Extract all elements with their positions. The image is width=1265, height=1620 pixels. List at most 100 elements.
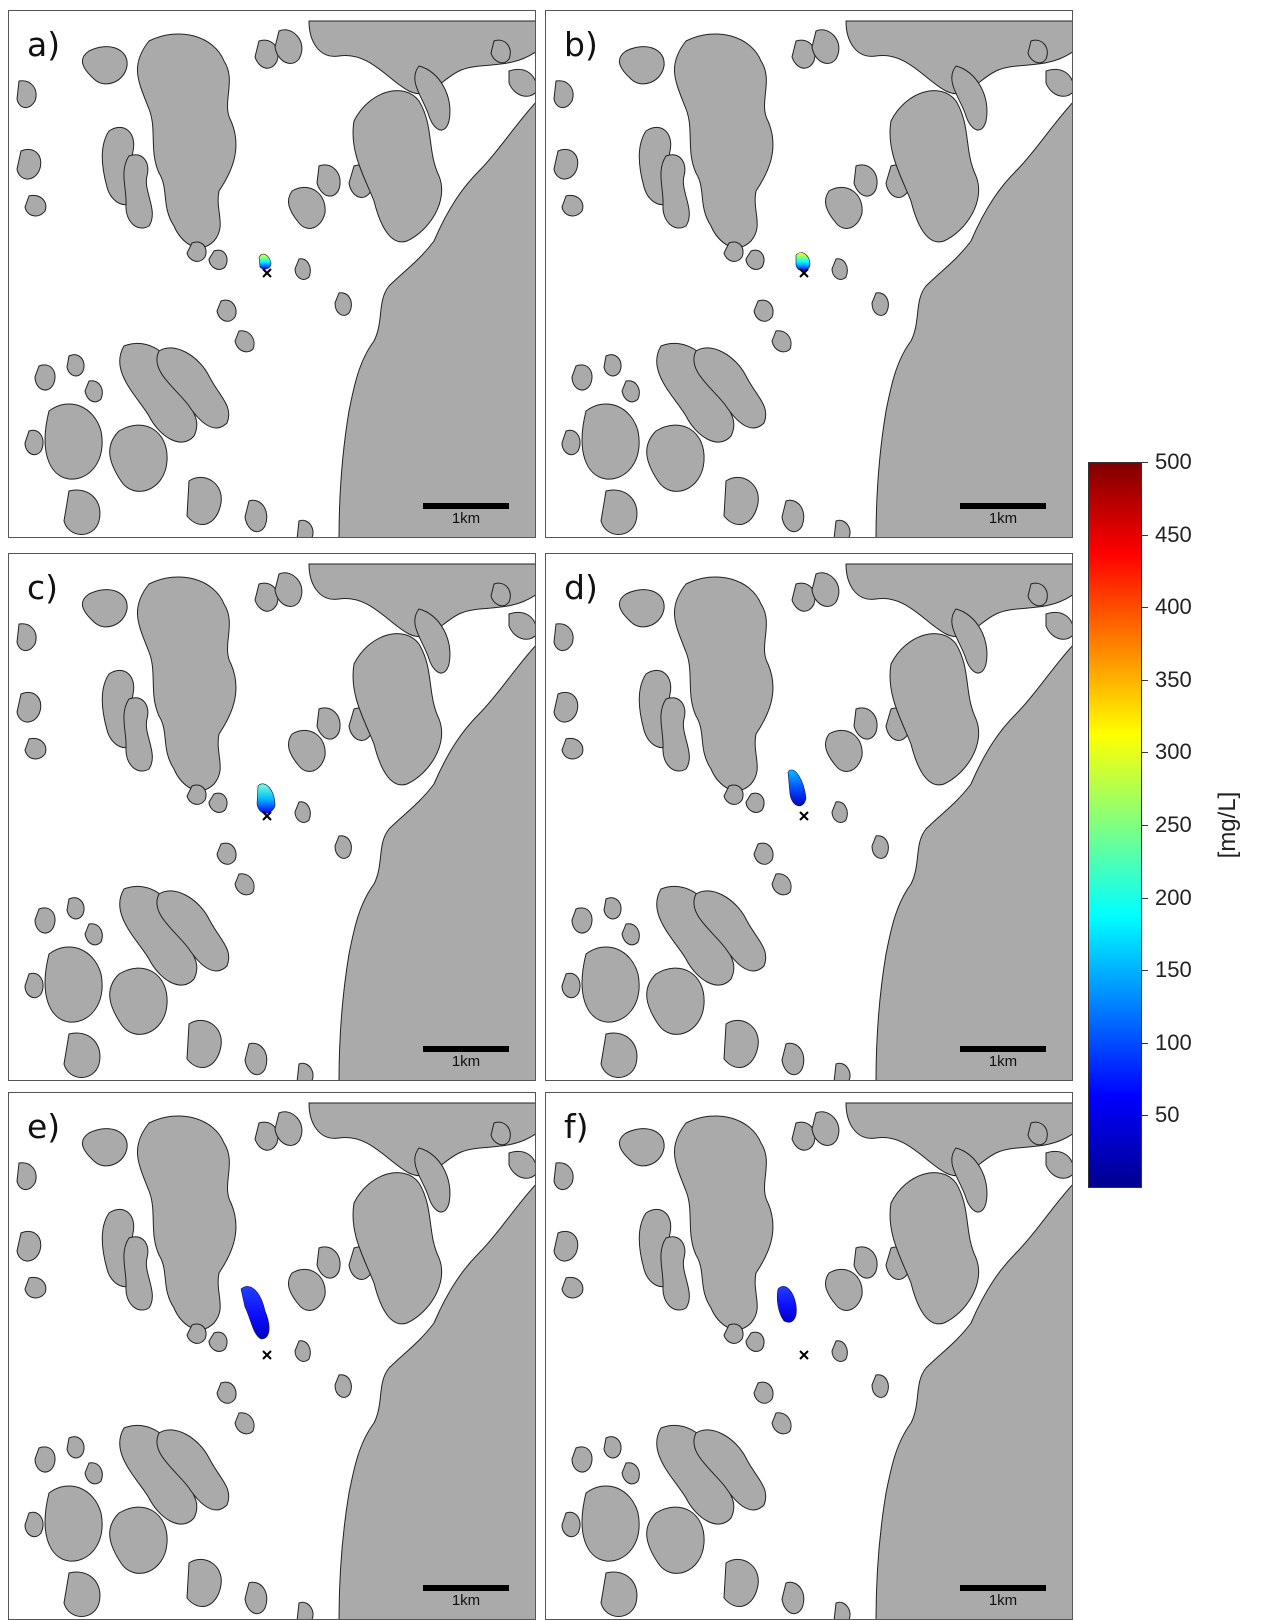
- land-polygon: [693, 1429, 767, 1511]
- land-polygon: [81, 589, 128, 628]
- land-polygon: [294, 258, 311, 280]
- land-polygon: [845, 563, 1072, 638]
- land-polygon: [334, 1374, 352, 1398]
- land-polygon: [811, 29, 840, 64]
- land-polygon: [352, 633, 443, 786]
- land-polygon: [1045, 68, 1072, 97]
- land-polygon: [34, 1446, 56, 1473]
- land-polygon: [723, 1019, 759, 1069]
- land-polygon: [618, 589, 665, 628]
- land-polygon: [44, 946, 103, 1023]
- colorbar-tick: [1142, 1115, 1148, 1117]
- land-polygon: [553, 149, 579, 180]
- land-polygon: [621, 380, 640, 403]
- land-polygon: [316, 707, 341, 740]
- colorbar: [1088, 462, 1142, 1188]
- land-polygon: [352, 90, 443, 243]
- concentration-plume: [256, 783, 276, 814]
- land-polygon: [334, 292, 352, 316]
- land-polygon: [781, 1581, 805, 1615]
- land-polygon: [771, 1412, 792, 1435]
- land-polygon: [490, 39, 511, 64]
- land-polygon: [753, 842, 774, 865]
- land-polygon: [66, 1436, 85, 1459]
- land-polygon: [352, 1172, 443, 1325]
- panel-label: e): [27, 1107, 61, 1146]
- land-polygon: [109, 1506, 168, 1574]
- land-polygon: [825, 186, 863, 229]
- land-polygon: [553, 623, 574, 651]
- map-svg: [553, 1102, 1072, 1619]
- land-polygon: [621, 1462, 640, 1485]
- land-polygon: [288, 1268, 326, 1311]
- land-polygon: [811, 1111, 840, 1146]
- colorbar-tick-label: 250: [1155, 812, 1192, 837]
- concentration-plume: [795, 252, 811, 272]
- land-polygon: [109, 424, 168, 492]
- map-svg: [553, 563, 1072, 1080]
- scale-bar-label: 1km: [451, 1592, 481, 1609]
- land-polygon: [889, 633, 980, 786]
- colorbar-tick-label: 400: [1155, 594, 1192, 620]
- land-polygon: [274, 1111, 303, 1146]
- scale-bar: 1km: [960, 503, 1046, 527]
- land-polygon: [825, 729, 863, 772]
- land-polygon: [791, 1121, 816, 1151]
- land-polygon: [84, 380, 103, 403]
- land-polygon: [833, 1062, 851, 1080]
- discharge-point-marker: [799, 811, 809, 821]
- colorbar-tick: [1142, 679, 1148, 681]
- map-svg: [16, 1102, 535, 1619]
- land-polygon: [618, 1128, 665, 1167]
- panel-label: c): [27, 568, 59, 607]
- land-polygon: [951, 65, 988, 131]
- land-polygon: [600, 1571, 638, 1617]
- colorbar-tick: [1142, 1042, 1148, 1044]
- land-polygon: [889, 1172, 980, 1325]
- land-polygon: [1027, 582, 1048, 607]
- colorbar-tick: [1142, 534, 1148, 536]
- land-polygon: [16, 1162, 37, 1190]
- land-polygon: [216, 1381, 237, 1404]
- concentration-plume: [258, 253, 272, 270]
- land-polygon: [254, 582, 279, 612]
- land-polygon: [308, 1102, 535, 1177]
- colorbar-tick-label: 300: [1155, 739, 1192, 765]
- land-polygon: [753, 299, 774, 322]
- land-polygon: [254, 1121, 279, 1151]
- land-polygon: [871, 1374, 889, 1398]
- land-polygon: [136, 33, 237, 248]
- land-polygon: [875, 1184, 1072, 1619]
- colorbar-tick-label: 50: [1155, 1102, 1180, 1128]
- land-polygon: [208, 1331, 228, 1352]
- land-polygon: [660, 697, 690, 772]
- land-polygon: [811, 572, 840, 607]
- land-polygon: [825, 1268, 863, 1311]
- land-polygon: [208, 249, 228, 270]
- land-polygon: [308, 20, 535, 95]
- land-polygon: [316, 164, 341, 197]
- colorbar-tick: [1142, 825, 1148, 826]
- scale-bar-label: 1km: [988, 1053, 1018, 1070]
- colorbar-unit-label: [mg/L]: [1214, 791, 1241, 859]
- colorbar-tick-label: 350: [1155, 666, 1192, 692]
- land-polygon: [561, 972, 581, 999]
- land-polygon: [109, 967, 168, 1035]
- land-polygon: [951, 608, 988, 674]
- land-polygon: [831, 1340, 848, 1362]
- land-polygon: [186, 476, 222, 526]
- land-polygon: [123, 1236, 153, 1311]
- land-polygon: [508, 611, 535, 640]
- land-polygon: [833, 1601, 851, 1619]
- land-polygon: [216, 842, 237, 865]
- land-polygon: [673, 33, 774, 248]
- scale-bar: 1km: [423, 1046, 509, 1070]
- discharge-point-marker: [799, 268, 809, 278]
- colorbar-tick: [1142, 897, 1148, 899]
- land-polygon: [156, 347, 230, 429]
- land-polygon: [234, 1412, 255, 1435]
- land-polygon: [294, 1340, 311, 1362]
- land-polygon: [581, 946, 640, 1023]
- land-polygon: [853, 1246, 878, 1279]
- land-polygon: [16, 623, 37, 651]
